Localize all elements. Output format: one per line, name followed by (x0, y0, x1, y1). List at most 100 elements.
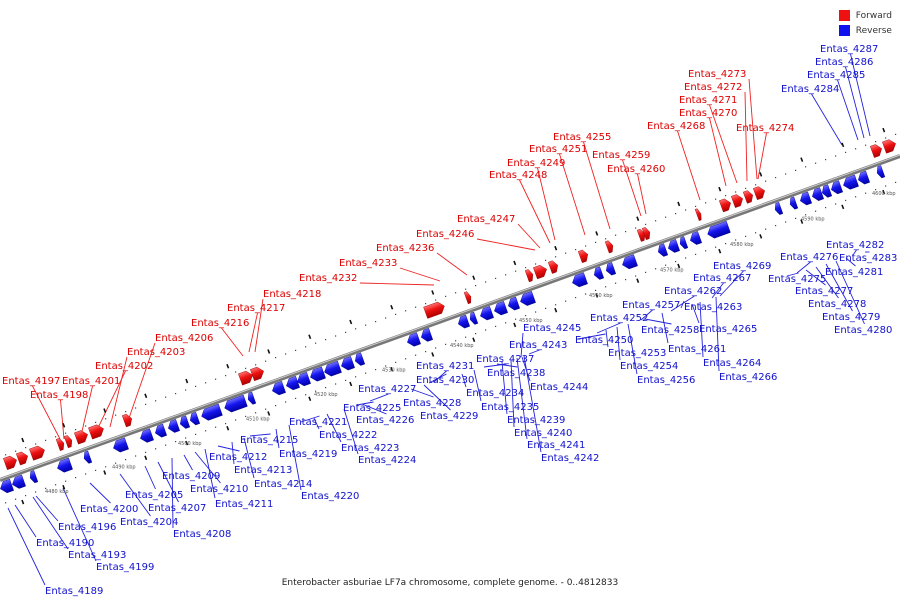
tick-label: 4500 kbp (178, 441, 202, 447)
guide-dot (575, 249, 577, 251)
guide-dot (115, 462, 117, 464)
gene-label: Entas_4283 (839, 253, 897, 264)
guide-dot (725, 243, 727, 245)
guide-dot (425, 351, 427, 353)
reverse-gene-arrow (690, 231, 702, 245)
reverse-gene-arrow (168, 419, 180, 433)
guide-dot (315, 390, 317, 392)
gene-label: Entas_4267 (693, 273, 751, 284)
label-leader-line (661, 312, 669, 344)
gene-label: Entas_4231 (416, 361, 474, 372)
label-leader-line (369, 393, 389, 402)
guide-dot (135, 455, 137, 457)
gene-label: Entas_4249 (507, 158, 565, 169)
tick-mark (62, 423, 66, 428)
forward-gene-arrow (533, 265, 547, 280)
gene-label: Entas_4199 (96, 562, 154, 573)
label-leader-line (805, 269, 826, 286)
label-leader-line (89, 482, 111, 504)
guide-dot (15, 498, 17, 500)
label-leader-line (243, 437, 255, 479)
guide-dot (295, 397, 297, 399)
guide-dot (125, 459, 127, 461)
tick-mark (62, 485, 66, 490)
reverse-gene-arrow (800, 191, 812, 206)
label-leader-line (359, 282, 435, 286)
label-leader-line (275, 428, 280, 449)
guide-dot (765, 228, 767, 230)
label-leader-line (194, 451, 221, 484)
reverse-gene-arrow (0, 478, 14, 494)
reverse-gene-arrow (272, 380, 286, 396)
forward-gene-arrow (3, 455, 17, 470)
gene-label: Entas_4233 (339, 258, 397, 269)
reverse-gene-arrow (812, 187, 824, 201)
reverse-gene-arrow (355, 352, 366, 366)
guide-dot (895, 133, 897, 135)
label-leader-line (744, 91, 748, 182)
label-leader-line (461, 373, 467, 388)
gene-label: Entas_4255 (553, 132, 611, 143)
gene-label: Entas_4227 (358, 384, 416, 395)
guide-dot (145, 451, 147, 453)
tick-mark (21, 437, 25, 443)
guide-dot (645, 223, 647, 225)
tick-mark (677, 201, 681, 207)
guide-dot (685, 257, 687, 259)
gene-label: Entas_4190 (36, 538, 94, 549)
reverse-gene-arrow (594, 266, 605, 280)
gene-label: Entas_4229 (420, 411, 478, 422)
gene-label: Entas_4189 (45, 586, 103, 597)
label-leader-line (313, 417, 320, 430)
forward-gene-arrow (121, 413, 132, 428)
guide-dot (745, 235, 747, 237)
label-leader-line (14, 504, 37, 538)
tick-mark (185, 440, 189, 446)
gene-label: Entas_4242 (541, 453, 599, 464)
label-leader-line (473, 369, 482, 402)
label-leader-line (204, 448, 216, 499)
guide-dot (735, 191, 737, 193)
reverse-gene-arrow (494, 301, 508, 316)
tick-mark (718, 186, 722, 192)
guide-dot (505, 274, 507, 276)
label-leaders (7, 53, 871, 586)
gene-label: Entas_4287 (820, 44, 878, 55)
tick-mark (677, 263, 681, 269)
guide-dot (335, 383, 337, 385)
gene-label: Entas_4280 (834, 325, 892, 336)
gene-label: Entas_4277 (795, 286, 853, 297)
label-leader-line (577, 333, 606, 340)
reverse-gene-arrow (83, 450, 93, 464)
guide-dot (105, 418, 107, 420)
reverse-gene-arrow (707, 220, 731, 239)
reverse-gene-arrow (876, 165, 886, 179)
gene-label: Entas_4232 (299, 273, 357, 284)
guide-dot (535, 311, 537, 313)
guide-dot (105, 466, 107, 468)
label-leader-line (680, 300, 685, 309)
guide-dot (475, 285, 477, 287)
tick-label: 4540 kbp (450, 343, 474, 349)
tick-mark (882, 189, 886, 195)
guide-dot (525, 267, 527, 269)
label-leader-line (627, 323, 638, 375)
label-leader-line (119, 473, 151, 517)
forward-gene-arrow (547, 260, 558, 274)
guide-dot (405, 358, 407, 360)
label-leader-line (517, 223, 541, 249)
forward-gene-arrow (16, 451, 28, 466)
gene-label: Entas_4256 (637, 375, 695, 386)
guide-dot (315, 342, 317, 344)
label-leader-line (476, 238, 536, 251)
gene-label: Entas_4282 (826, 240, 884, 251)
forward-gene-arrow (524, 269, 534, 283)
guide-dot (155, 400, 157, 402)
guide-dot (845, 151, 847, 153)
guide-dot (65, 480, 67, 482)
label-leader-line (719, 270, 744, 297)
reverse-gene-arrow (668, 239, 680, 253)
guide-dot (485, 329, 487, 331)
label-leader-line (326, 413, 342, 443)
guide-dot (625, 279, 627, 281)
